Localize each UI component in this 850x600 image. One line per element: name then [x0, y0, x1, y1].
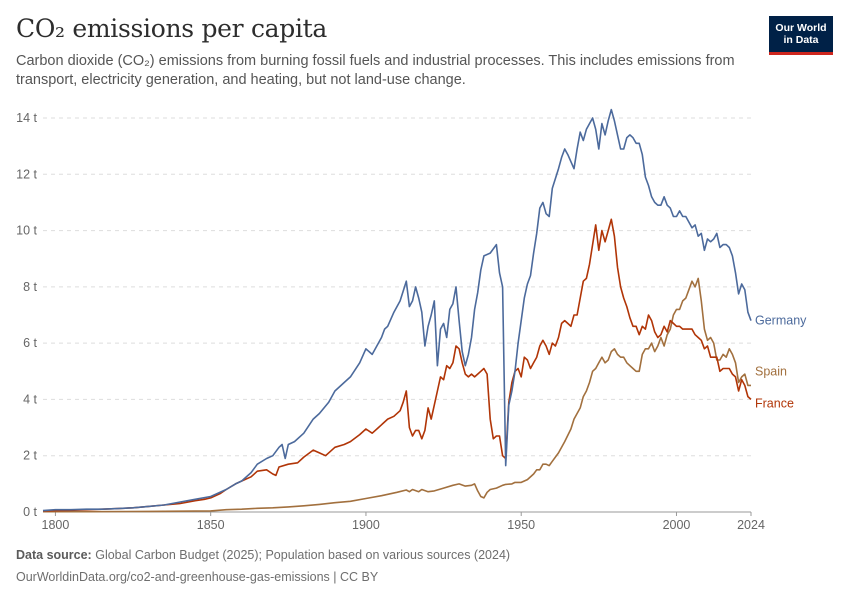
series-line-spain	[43, 277, 751, 513]
x-tick-label: 1850	[197, 518, 225, 530]
y-tick-label: 10 t	[16, 224, 37, 238]
series-line-france	[42, 218, 752, 512]
license-text: | CC BY	[333, 570, 379, 584]
series-label-spain: Spain	[755, 364, 787, 378]
source-label: Data source:	[16, 548, 92, 562]
source-line: Data source: Global Carbon Budget (2025)…	[16, 548, 510, 562]
x-tick-label: 2000	[663, 518, 691, 530]
logo-line-1: Our World	[775, 22, 827, 34]
y-tick-label: 14 t	[16, 111, 37, 125]
owid-logo[interactable]: Our World in Data	[769, 16, 833, 55]
x-tick-label: 2024	[737, 518, 765, 530]
url-line: OurWorldinData.org/co2-and-greenhouse-ga…	[16, 570, 378, 584]
y-tick-label: 12 t	[16, 167, 37, 181]
x-tick-label: 1950	[507, 518, 535, 530]
y-tick-label: 6 t	[23, 336, 37, 350]
y-tick-label: 0 t	[23, 505, 37, 519]
line-chart: 0 t 2 t 4 t 6 t 8 t 10 t 12 t 14 t 1800 1850 1900 1…	[16, 108, 807, 530]
series-label-france: France	[755, 396, 794, 410]
source-url-link[interactable]: OurWorldinData.org/co2-and-greenhouse-ga…	[16, 570, 330, 584]
chart-subtitle: Carbon dioxide (CO₂) emissions from burn…	[16, 53, 735, 88]
source-text: Global Carbon Budget (2025); Population …	[95, 548, 511, 562]
x-tick-label: 1900	[352, 518, 380, 530]
y-tick-label: 2 t	[23, 449, 37, 463]
y-tick-label: 8 t	[23, 280, 37, 294]
y-tick-label: 4 t	[23, 392, 37, 406]
x-tick-label: 1800	[42, 518, 70, 530]
series-line-germany	[42, 108, 752, 512]
series-label-germany: Germany	[755, 314, 807, 328]
logo-line-2: in Data	[783, 34, 819, 46]
chart-title: CO₂ emissions per capita	[16, 14, 328, 43]
